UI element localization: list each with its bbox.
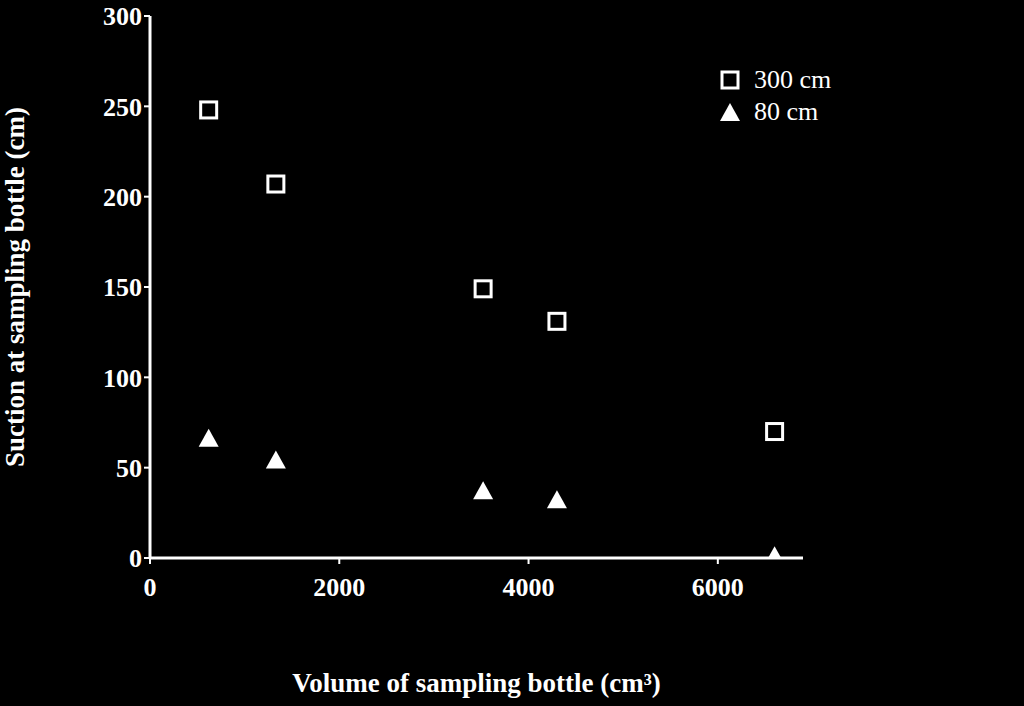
svg-text:200: 200 bbox=[103, 183, 142, 212]
svg-text:100: 100 bbox=[103, 364, 142, 393]
svg-text:6000: 6000 bbox=[692, 573, 744, 602]
html-text:300 cm: 300 cm bbox=[754, 65, 832, 94]
svg-text:Suction at sampling bottle (cm: Suction at sampling bottle (cm) bbox=[8, 107, 30, 467]
svg-text:250: 250 bbox=[103, 93, 142, 122]
svg-text:300: 300 bbox=[103, 2, 142, 31]
svg-text:0: 0 bbox=[129, 544, 142, 573]
svg-text:50: 50 bbox=[116, 454, 142, 483]
svg-text:Volume of sampling bottle (cm³: Volume of sampling bottle (cm³) bbox=[292, 668, 661, 698]
html-text:80 cm: 80 cm bbox=[754, 97, 819, 126]
svg-text:4000: 4000 bbox=[503, 573, 555, 602]
svg-text:0: 0 bbox=[144, 573, 157, 602]
svg-text:2000: 2000 bbox=[313, 573, 365, 602]
svg-text:150: 150 bbox=[103, 273, 142, 302]
